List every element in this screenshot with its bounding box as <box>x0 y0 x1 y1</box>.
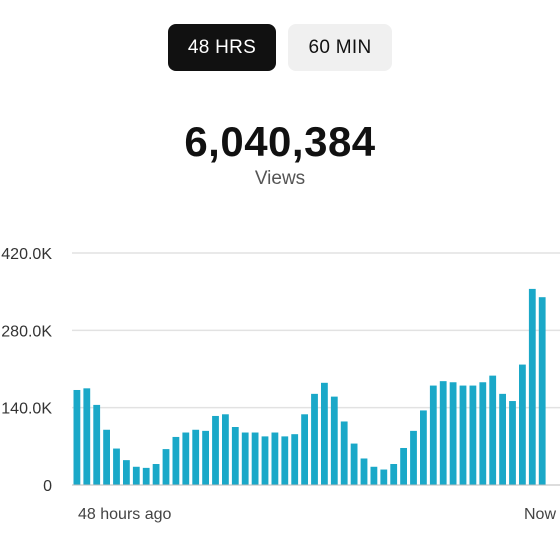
total-views-label: Views <box>254 168 306 189</box>
chart-bar[interactable] <box>261 436 269 485</box>
chart-bar[interactable] <box>231 427 239 485</box>
chart-bar[interactable] <box>172 436 180 485</box>
total-views-count: 6,040,384 <box>184 118 376 165</box>
chart-bar[interactable] <box>459 385 467 485</box>
chart-bar[interactable] <box>202 430 209 485</box>
chart-bar[interactable] <box>162 449 170 485</box>
chart-bar[interactable] <box>241 432 249 485</box>
chart-bar[interactable] <box>390 464 398 485</box>
chart-bar[interactable] <box>330 396 338 485</box>
time-range-toggle: 48 HRS 60 MIN <box>168 24 392 71</box>
chart-bar[interactable] <box>142 467 150 485</box>
y-tick-label: 0 <box>43 478 52 495</box>
chart-bar[interactable] <box>400 447 407 485</box>
chart-bar[interactable] <box>132 466 140 485</box>
chart-bar[interactable] <box>311 393 318 485</box>
chart-bar[interactable] <box>192 429 200 485</box>
48-hrs-button[interactable]: 48 HRS <box>168 24 276 71</box>
chart-bar[interactable] <box>340 421 348 485</box>
chart-bar[interactable] <box>83 388 91 485</box>
chart-bar[interactable] <box>469 385 477 485</box>
chart-bar[interactable] <box>489 375 497 485</box>
chart-bar[interactable] <box>271 432 279 485</box>
x-end-label: Now <box>524 506 556 523</box>
chart-bar[interactable] <box>222 414 229 485</box>
chart-bar[interactable] <box>321 382 328 485</box>
y-tick-label: 280.0K <box>1 323 52 340</box>
chart-bar[interactable] <box>350 443 358 485</box>
chart-bar[interactable] <box>152 464 160 485</box>
y-tick-label: 420.0K <box>1 246 52 263</box>
y-tick-label: 140.0K <box>1 401 52 418</box>
chart-bar[interactable] <box>370 466 378 485</box>
chart-bar[interactable] <box>123 460 130 485</box>
chart-bar[interactable] <box>519 364 526 485</box>
chart-bar[interactable] <box>410 430 417 485</box>
chart-bar[interactable] <box>103 429 110 485</box>
chart-bar[interactable] <box>499 393 506 485</box>
chart-bar[interactable] <box>113 448 120 485</box>
chart-bar[interactable] <box>439 381 447 485</box>
chart-bar[interactable] <box>380 469 388 485</box>
chart-bar[interactable] <box>420 410 427 485</box>
chart-bar[interactable] <box>182 432 190 485</box>
chart-bar[interactable] <box>73 389 81 485</box>
chart-bar[interactable] <box>281 436 289 485</box>
chart-bar[interactable] <box>291 434 299 485</box>
chart-bar[interactable] <box>449 382 457 485</box>
chart-bar[interactable] <box>479 382 487 485</box>
chart-bar[interactable] <box>360 458 368 485</box>
chart-bar[interactable] <box>251 432 259 485</box>
chart-bar[interactable] <box>301 414 308 485</box>
chart-bar[interactable] <box>212 415 219 485</box>
chart-bar[interactable] <box>528 288 536 485</box>
chart-bar[interactable] <box>93 404 101 485</box>
x-start-label: 48 hours ago <box>78 506 172 523</box>
chart-bar[interactable] <box>538 297 546 485</box>
60-min-button[interactable]: 60 MIN <box>288 24 392 71</box>
chart-bar[interactable] <box>429 385 437 485</box>
chart-bar[interactable] <box>509 401 516 485</box>
